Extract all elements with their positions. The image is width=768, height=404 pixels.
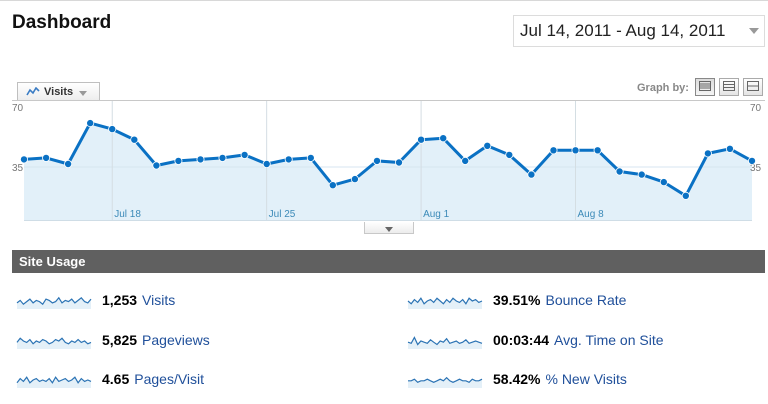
stat-pageviews: 5,825 Pageviews <box>16 329 210 351</box>
collapse-chart-toggle[interactable] <box>364 222 414 234</box>
data-point[interactable] <box>394 158 403 167</box>
data-point[interactable] <box>571 146 580 155</box>
stat-value: 39.51% <box>493 292 541 308</box>
data-point[interactable] <box>174 156 183 165</box>
sparkline-area <box>17 338 91 349</box>
stat-label-link[interactable]: Avg. Time on Site <box>554 332 664 348</box>
data-point[interactable] <box>350 175 359 184</box>
x-tick-label: Aug 1 <box>423 209 450 220</box>
y-tick-label-left: 70 <box>12 103 24 114</box>
stat-new-visits: 58.42% % New Visits <box>407 368 627 390</box>
data-point[interactable] <box>240 150 249 159</box>
data-point[interactable] <box>328 181 337 190</box>
metric-selector[interactable]: Visits <box>17 82 100 101</box>
new-visits-sparkline[interactable] <box>407 369 483 389</box>
stat-value: 4.65 <box>102 371 130 387</box>
stat-label-link[interactable]: % New Visits <box>545 371 627 387</box>
x-tick-label: Jul 18 <box>114 209 141 220</box>
sparkline-line <box>408 376 483 384</box>
visits-area <box>24 123 752 220</box>
pageviews-sparkline[interactable] <box>16 330 92 350</box>
avg-time-sparkline[interactable] <box>407 330 483 350</box>
data-point[interactable] <box>152 161 161 170</box>
pages-per-visit-sparkline[interactable] <box>16 369 92 389</box>
data-point[interactable] <box>637 170 646 179</box>
data-point[interactable] <box>19 155 28 164</box>
stat-value: 00:03:44 <box>493 332 550 348</box>
data-point[interactable] <box>659 178 668 187</box>
data-point[interactable] <box>196 155 205 164</box>
chevron-down-icon[interactable] <box>744 16 764 46</box>
data-point[interactable] <box>461 156 470 165</box>
graph-by-day-icon <box>699 78 711 96</box>
stat-value: 58.42% <box>493 371 541 387</box>
data-point[interactable] <box>262 160 271 169</box>
stat-label-link[interactable]: Bounce Rate <box>545 292 627 308</box>
stat-value: 5,825 <box>102 332 138 348</box>
stat-value: 1,253 <box>102 292 138 308</box>
sparkline-area <box>408 377 482 388</box>
sparkline-line <box>16 376 92 384</box>
data-point[interactable] <box>108 125 117 134</box>
data-point[interactable] <box>483 141 492 150</box>
data-point[interactable] <box>505 150 514 159</box>
sparkline-area <box>408 337 482 349</box>
data-point[interactable] <box>64 160 73 169</box>
graph-by-week-icon <box>723 78 735 96</box>
graph-by-month-icon <box>747 78 759 96</box>
data-point[interactable] <box>130 135 139 144</box>
visits-chart: Jul 18 Jul 25 Aug 1 Aug 8 70 70 35 35 <box>0 99 768 239</box>
visits-line <box>23 121 753 198</box>
data-point[interactable] <box>218 153 227 162</box>
top-divider <box>0 0 768 1</box>
data-point[interactable] <box>681 191 690 200</box>
line-chart-icon <box>26 83 40 101</box>
metric-selector-label: Visits <box>44 86 74 98</box>
bounce-rate-sparkline[interactable] <box>407 290 483 310</box>
stat-label-link[interactable]: Pageviews <box>142 332 210 348</box>
data-point[interactable] <box>306 153 315 162</box>
data-point[interactable] <box>417 135 426 144</box>
data-point[interactable] <box>527 170 536 179</box>
sparkline-line <box>16 296 92 306</box>
graph-by-week-button[interactable] <box>719 78 739 96</box>
data-point[interactable] <box>372 156 381 165</box>
graph-by-label: Graph by: <box>637 82 689 94</box>
sparkline-line <box>407 297 483 305</box>
stat-avg-time-on-site: 00:03:44 Avg. Time on Site <box>407 329 664 351</box>
y-tick-label-right: 35 <box>750 163 762 174</box>
x-tick-label: Aug 8 <box>578 209 605 220</box>
stat-visits: 1,253 Visits <box>16 289 175 311</box>
date-range-selector[interactable]: Jul 14, 2011 - Aug 14, 2011 <box>513 15 765 47</box>
date-range-text: Jul 14, 2011 - Aug 14, 2011 <box>520 21 726 40</box>
data-point[interactable] <box>703 149 712 158</box>
graph-by-month-button[interactable] <box>743 78 763 96</box>
data-point[interactable] <box>42 153 51 162</box>
page-title: Dashboard <box>12 12 112 33</box>
data-point[interactable] <box>439 134 448 143</box>
sparkline-line <box>407 336 483 346</box>
visits-chart-svg: Jul 18 Jul 25 Aug 1 Aug 8 70 70 35 35 <box>12 100 765 221</box>
stat-label-link[interactable]: Pages/Visit <box>134 371 205 387</box>
chevron-down-icon <box>385 219 393 237</box>
x-tick-label: Jul 25 <box>269 209 296 220</box>
data-point[interactable] <box>725 144 734 153</box>
data-point[interactable] <box>748 156 757 165</box>
data-point[interactable] <box>593 146 602 155</box>
site-usage-header: Site Usage <box>12 250 765 273</box>
sparkline-line <box>16 337 92 345</box>
data-point[interactable] <box>615 167 624 176</box>
site-usage-title: Site Usage <box>19 254 86 269</box>
visits-sparkline[interactable] <box>16 290 92 310</box>
stat-pages-per-visit: 4.65 Pages/Visit <box>16 368 204 390</box>
graph-by-day-button[interactable] <box>695 78 715 96</box>
data-point[interactable] <box>284 155 293 164</box>
data-point[interactable] <box>86 119 95 128</box>
y-tick-label-right: 70 <box>750 103 762 114</box>
y-tick-label-left: 35 <box>12 163 24 174</box>
stat-label-link[interactable]: Visits <box>142 292 176 308</box>
data-point[interactable] <box>549 146 558 155</box>
stat-bounce-rate: 39.51% Bounce Rate <box>407 289 626 311</box>
chevron-down-icon <box>79 83 88 101</box>
